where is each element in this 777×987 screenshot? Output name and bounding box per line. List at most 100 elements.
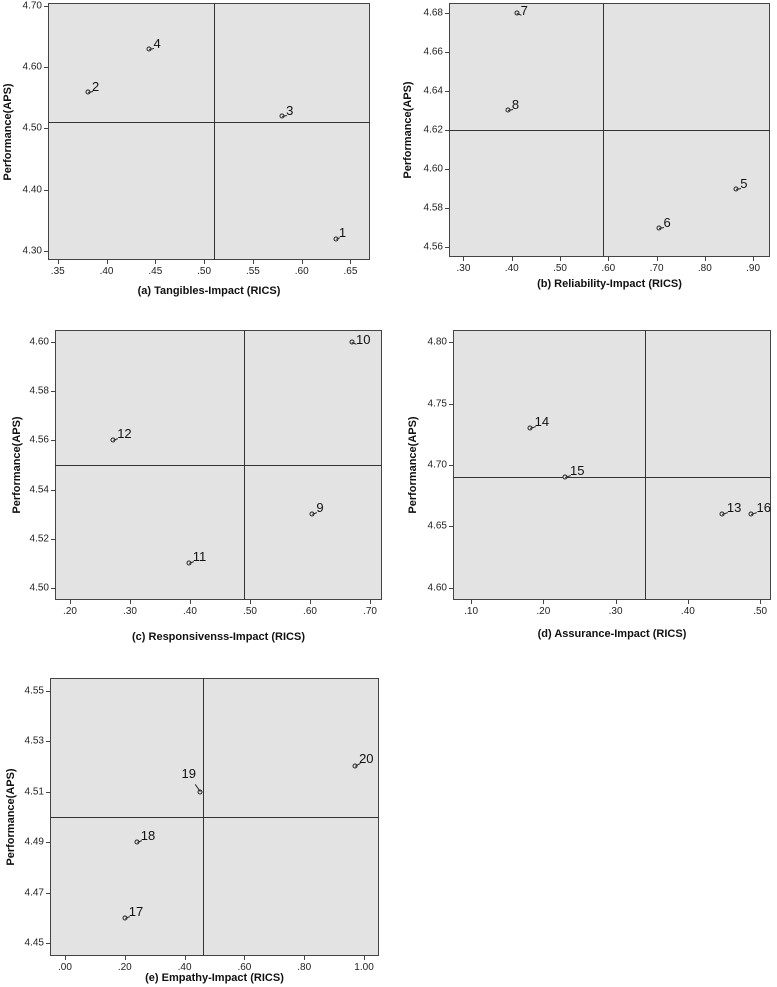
x-tick-label: .65 [343, 266, 358, 277]
x-tick-mark [543, 600, 544, 604]
x-tick-label: .70 [649, 263, 664, 274]
x-tick-label: .70 [363, 606, 377, 617]
x-tick-mark [250, 600, 251, 604]
x-tick-label: .50 [553, 263, 567, 274]
y-tick-label: 4.58 [29, 385, 49, 397]
y-tick-label: 4.60 [423, 163, 443, 175]
y-tick-mark [445, 91, 449, 92]
x-tick-mark [107, 260, 108, 264]
x-tick-mark [753, 257, 754, 261]
data-point-label-2: 2 [92, 78, 100, 94]
x-tick-label: .40 [680, 606, 695, 617]
y-tick-mark [51, 391, 55, 392]
y-tick-mark [445, 169, 449, 170]
y-tick-label: 4.56 [29, 434, 49, 446]
reference-line-horizontal [48, 122, 370, 123]
x-tick-mark [608, 257, 609, 261]
x-tick-label: .60 [601, 263, 616, 274]
x-tick-label: .40 [504, 263, 519, 274]
x-axis-label: (b) Reliability-Impact (RICS) [537, 278, 682, 290]
y-tick-label: 4.40 [22, 184, 42, 196]
x-tick-label: .55 [245, 266, 260, 277]
x-tick-mark [471, 600, 472, 604]
y-tick-mark [46, 943, 50, 944]
y-tick-mark [44, 190, 48, 191]
x-tick-label: .90 [746, 263, 761, 274]
y-tick-label: 4.45 [24, 937, 44, 949]
y-tick-mark [449, 404, 453, 405]
x-tick-mark [185, 956, 186, 960]
x-tick-label: .50 [753, 606, 768, 617]
y-tick-label: 4.50 [29, 582, 49, 594]
y-tick-mark [51, 440, 55, 441]
data-point-label-20: 20 [359, 751, 374, 767]
data-point-label-19: 19 [181, 765, 196, 781]
y-axis-label: Performance(APS) [2, 82, 14, 181]
x-tick-mark [304, 956, 305, 960]
y-tick-label: 4.60 [427, 582, 447, 594]
y-tick-mark [44, 128, 48, 129]
x-tick-mark [204, 260, 205, 264]
y-tick-mark [51, 588, 55, 589]
x-tick-mark [350, 260, 351, 264]
x-tick-mark [760, 600, 761, 604]
data-point-label-5: 5 [740, 175, 748, 191]
y-tick-label: 4.75 [427, 398, 447, 410]
x-tick-mark [705, 257, 706, 261]
x-tick-mark [310, 600, 311, 604]
y-tick-mark [445, 247, 449, 248]
x-tick-label: .30 [608, 606, 623, 617]
y-tick-label: 4.80 [427, 336, 447, 348]
y-tick-label: 4.52 [29, 533, 49, 545]
x-tick-label: .20 [536, 606, 551, 617]
y-tick-mark [51, 539, 55, 540]
y-tick-mark [445, 52, 449, 53]
x-tick-mark [130, 600, 131, 604]
x-axis-label: (e) Empathy-Impact (RICS) [145, 972, 284, 984]
data-point-label-9: 9 [316, 500, 324, 516]
x-tick-label: .60 [303, 606, 317, 617]
x-tick-label: .10 [464, 606, 479, 617]
y-tick-label: 4.68 [423, 7, 443, 19]
x-tick-label: .35 [50, 266, 65, 277]
data-point-label-18: 18 [140, 828, 156, 844]
y-tick-label: 4.51 [24, 786, 44, 798]
data-point-label-4: 4 [153, 35, 161, 51]
y-axis-label: Performance(APS) [5, 768, 17, 866]
data-point-label-1: 1 [338, 224, 347, 240]
x-tick-label: .20 [63, 606, 77, 617]
data-point-label-14: 14 [534, 414, 550, 430]
y-axis-label: Performance(APS) [11, 416, 23, 514]
x-tick-mark [616, 600, 617, 604]
y-tick-label: 4.30 [22, 245, 42, 257]
data-point-label-17: 17 [128, 904, 144, 920]
y-tick-mark [44, 251, 48, 252]
x-tick-mark [190, 600, 191, 604]
y-axis-label: Performance(APS) [402, 81, 414, 179]
reference-line-vertical [214, 3, 215, 260]
plot-area [48, 3, 370, 260]
x-tick-mark [125, 956, 126, 960]
x-tick-label: .50 [197, 266, 212, 277]
y-tick-label: 4.53 [24, 735, 44, 747]
data-point-label-6: 6 [663, 214, 671, 230]
x-tick-label: .40 [177, 962, 192, 973]
data-point-label-8: 8 [511, 97, 520, 113]
y-tick-label: 4.49 [24, 836, 44, 848]
y-tick-mark [46, 691, 50, 692]
x-tick-mark [65, 956, 66, 960]
x-tick-label: .80 [297, 962, 312, 973]
y-tick-mark [46, 893, 50, 894]
x-tick-label: .60 [294, 266, 309, 277]
y-tick-mark [445, 208, 449, 209]
y-tick-label: 4.64 [423, 85, 443, 97]
x-tick-label: .80 [697, 263, 712, 274]
x-tick-mark [302, 260, 303, 264]
x-tick-mark [364, 956, 365, 960]
x-tick-label: .30 [123, 606, 137, 617]
y-tick-mark [46, 741, 50, 742]
data-point-label-16: 16 [756, 500, 771, 516]
x-tick-mark [688, 600, 689, 604]
reference-line-vertical [645, 330, 646, 600]
x-axis-label: (a) Tangibles-Impact (RICS) [137, 285, 281, 297]
